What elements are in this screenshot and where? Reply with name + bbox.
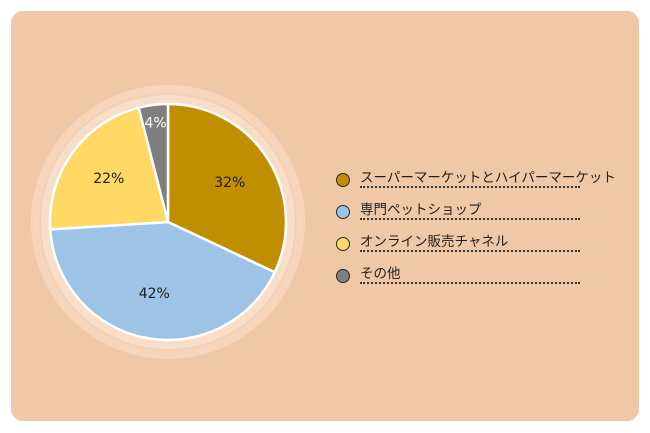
legend-dotted-line bbox=[360, 218, 580, 220]
pie-slice-label-supermarket: 32% bbox=[214, 175, 245, 191]
legend-dotted-line bbox=[360, 250, 580, 252]
legend-item-pet-shop: 専門ペットショップ bbox=[333, 196, 623, 228]
legend-swatch-other bbox=[336, 269, 350, 283]
legend-item-online: オンライン販売チャネル bbox=[333, 228, 623, 260]
legend-label-online: オンライン販売チャネル bbox=[360, 234, 509, 250]
pie-slice-supermarket bbox=[166, 102, 288, 274]
legend: スーパーマーケットとハイパーマーケット 専門ペットショップ オンライン販売チャネ… bbox=[333, 164, 623, 292]
legend-label-other: その他 bbox=[360, 266, 401, 282]
pie-slice-online bbox=[48, 106, 170, 231]
pie-slice-label-other: 4% bbox=[144, 116, 166, 132]
legend-item-other: その他 bbox=[333, 260, 623, 292]
pie-slice-label-pet-shop: 42% bbox=[139, 286, 170, 302]
pie-slice-labels: 32% 42% 22% 4% bbox=[93, 116, 245, 302]
legend-dotted-line bbox=[360, 282, 580, 284]
pie-slice-pet-shop bbox=[48, 220, 277, 342]
legend-label-supermarket: スーパーマーケットとハイパーマーケット bbox=[360, 170, 616, 186]
legend-swatch-online bbox=[336, 237, 350, 251]
legend-swatch-pet-shop bbox=[336, 205, 350, 219]
pie-slices bbox=[48, 102, 288, 342]
legend-dotted-line bbox=[360, 186, 580, 188]
legend-label-pet-shop: 専門ペットショップ bbox=[360, 202, 482, 218]
legend-item-supermarket: スーパーマーケットとハイパーマーケット bbox=[333, 164, 623, 196]
pie-slice-label-online: 22% bbox=[93, 171, 124, 187]
pie-slice-other bbox=[137, 102, 170, 224]
legend-swatch-supermarket bbox=[336, 173, 350, 187]
